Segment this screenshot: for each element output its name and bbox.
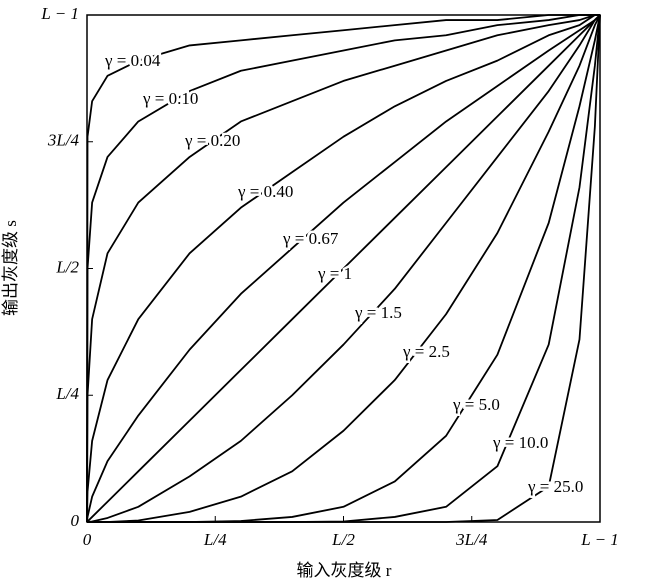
x-tick-label: L/4	[203, 530, 227, 549]
curve-label: γ = 0.40	[237, 182, 293, 201]
gamma-curve	[86, 14, 600, 523]
gamma-curve	[86, 14, 600, 523]
y-tick-label: 0	[71, 511, 80, 530]
gamma-curve	[86, 14, 601, 523]
curve-label: γ = 10.0	[492, 433, 548, 452]
curve-label: γ = 0.04	[104, 51, 161, 70]
gamma-curve	[86, 14, 600, 523]
curve-label: γ = 5.0	[452, 395, 500, 414]
gamma-curve	[86, 14, 601, 523]
x-tick-label: 0	[83, 530, 92, 549]
x-axis-label: 输入灰度级 r	[297, 561, 392, 580]
curve-label: γ = 0.10	[142, 89, 198, 108]
y-tick-label: L/4	[55, 384, 79, 403]
curve-label: γ = 0.67	[282, 229, 339, 248]
gamma-curve	[86, 14, 601, 523]
curve-label: γ = 2.5	[402, 342, 450, 361]
curve-label: γ = 0.20	[184, 131, 240, 150]
curve-label: γ = 1.5	[354, 303, 402, 322]
gamma-curve	[86, 14, 600, 523]
x-tick-label: L/2	[331, 530, 355, 549]
x-tick-label: L − 1	[580, 530, 619, 549]
y-axis-label: 输出灰度级 s	[1, 220, 20, 316]
y-tick-label: 3L/4	[47, 131, 80, 150]
x-tick-label: 3L/4	[455, 530, 488, 549]
gamma-curve	[86, 14, 601, 523]
curve-label: γ = 1	[317, 264, 352, 283]
curve-label: γ = 25.0	[527, 477, 583, 496]
y-tick-label: L/2	[55, 257, 79, 276]
y-tick-label: L − 1	[40, 4, 79, 23]
